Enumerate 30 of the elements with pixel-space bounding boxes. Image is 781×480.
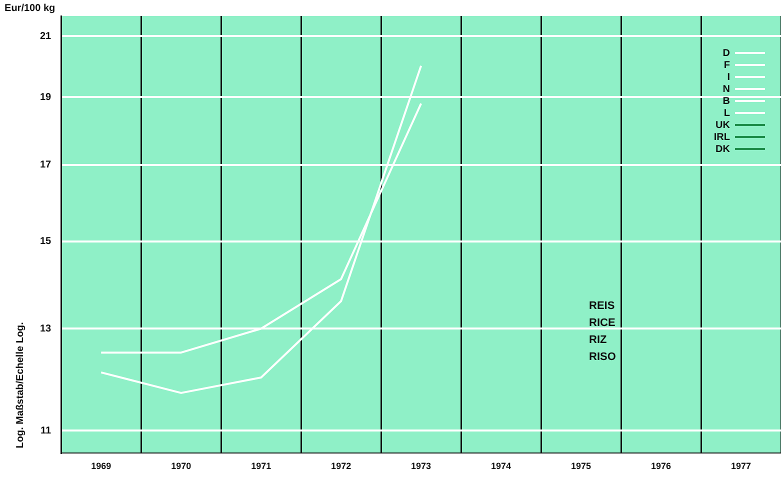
- legend-label: IRL: [714, 132, 730, 143]
- text: Log. Maßstab/Echelle Log.: [14, 322, 26, 448]
- x-tick-label: 1969: [91, 461, 112, 472]
- x-tick-label: 1971: [251, 461, 272, 472]
- legend-label: D: [722, 48, 730, 59]
- y-tick-label: 11: [40, 425, 52, 436]
- y-axis-title: Eur/100 kg: [4, 2, 56, 14]
- y-tick-label: 15: [40, 236, 52, 248]
- legend-label: L: [724, 108, 730, 119]
- legend-label: F: [724, 60, 730, 71]
- x-tick-label: 1970: [171, 461, 192, 472]
- x-tick-label: 1972: [331, 461, 352, 472]
- x-tick-label: 1976: [651, 461, 672, 472]
- y-tick-label: 13: [40, 323, 52, 334]
- x-tick-label: 1975: [571, 461, 592, 472]
- annotation: RISO: [589, 351, 616, 364]
- legend-label: DK: [716, 144, 731, 155]
- x-tick-label: 1973: [411, 461, 432, 472]
- x-tick-label: 1974: [491, 461, 512, 472]
- y-tick-label: 17: [40, 160, 52, 171]
- annotation: REIS: [589, 300, 615, 312]
- legend-label: B: [722, 96, 730, 107]
- legend-label: N: [722, 84, 730, 95]
- annotation: RICE: [589, 317, 616, 330]
- y-tick-label: 21: [40, 30, 52, 42]
- annotation: RIZ: [589, 334, 607, 346]
- y-tick-label: 19: [40, 92, 52, 103]
- x-tick-label: 1977: [730, 461, 752, 472]
- legend-label: UK: [716, 120, 731, 131]
- legend-label: I: [727, 72, 730, 83]
